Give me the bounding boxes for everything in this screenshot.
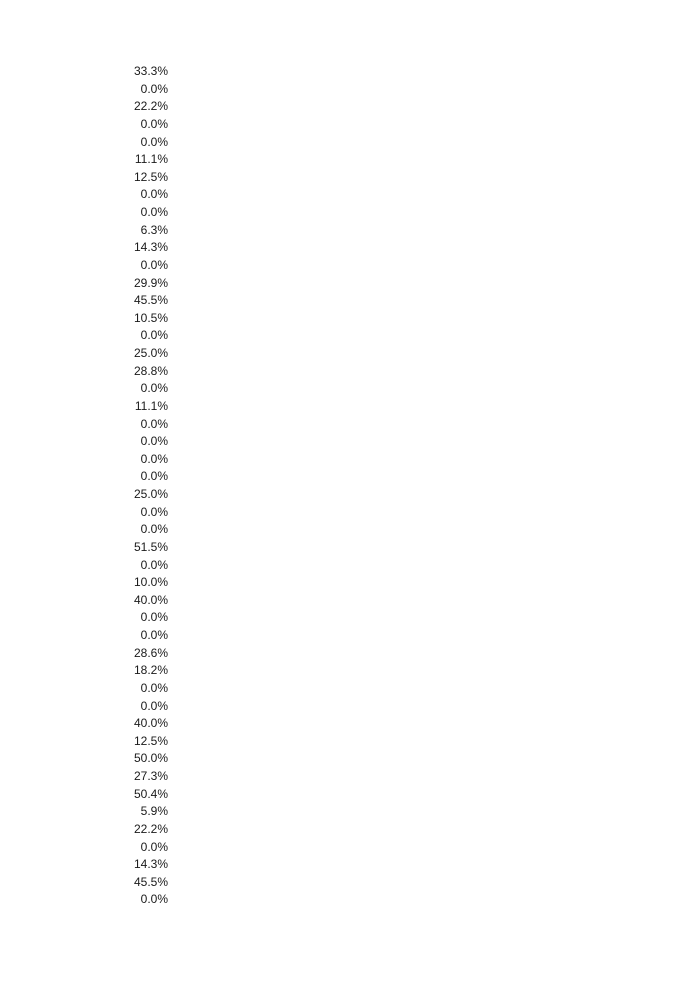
percentage-cell: 0.0% <box>140 698 168 713</box>
percentage-cell: 45.5% <box>133 293 168 308</box>
percentage-cell: 25.0% <box>133 346 168 360</box>
percentage-cell: 29.9% <box>133 275 168 290</box>
percentage-cell: 0.0% <box>140 257 168 272</box>
percentage-cell: 11.1% <box>134 398 168 413</box>
percentage-cell: 0.0% <box>140 187 168 202</box>
percentage-cell: 25.0% <box>133 487 168 501</box>
percentage-cell: 0.0% <box>140 522 168 537</box>
percentage-cell: 0.0% <box>140 81 168 96</box>
percentage-cell: 0.0% <box>140 205 168 219</box>
percentage-cell: 0.0% <box>140 381 168 396</box>
percentage-cell: 0.0% <box>140 892 168 907</box>
percentage-cell: 0.0% <box>140 469 168 484</box>
percentage-cell: 22.2% <box>133 99 168 114</box>
percentage-cell: 27.3% <box>133 769 168 783</box>
percentage-cell: 50.4% <box>133 786 168 801</box>
percentage-cell: 11.1% <box>134 152 168 167</box>
percentage-cell: 0.0% <box>140 628 168 642</box>
percentage-cell: 0.0% <box>140 416 168 431</box>
percentage-cell: 14.3% <box>133 240 168 255</box>
percentage-cell: 28.6% <box>133 645 168 660</box>
percentage-cell: 28.8% <box>133 363 168 378</box>
percentage-cell: 0.0% <box>140 134 168 149</box>
percentage-cell: 50.0% <box>133 751 168 766</box>
percentage-cell: 10.0% <box>133 575 168 590</box>
percentage-cell: 0.0% <box>140 557 168 572</box>
percentage-cell: 0.0% <box>140 434 168 449</box>
percentage-cell: 0.0% <box>140 504 168 519</box>
percentage-cell: 12.5% <box>133 733 168 748</box>
percentage-cell: 0.0% <box>140 116 168 131</box>
percentage-cell: 5.9% <box>140 804 168 819</box>
percentage-cell: 0.0% <box>140 451 168 466</box>
percentage-cell: 0.0% <box>140 839 168 854</box>
percentage-cell: 45.5% <box>133 874 168 889</box>
percentage-cell: 10.5% <box>133 310 168 325</box>
percentage-cell: 51.5% <box>133 539 168 554</box>
percentage-cell: 12.5% <box>133 169 168 184</box>
percentage-column: 33.3% 0.0% 22.2% 0.0% 0.0% 11.1% 12.5% 0.0% 0.0%… <box>110 63 168 909</box>
percentage-cell: 18.2% <box>133 663 168 678</box>
percentage-cell: 0.0% <box>140 680 168 695</box>
percentage-cell: 0.0% <box>140 610 168 625</box>
percentage-cell: 6.3% <box>140 222 168 237</box>
percentage-cell: 40.0% <box>133 592 168 607</box>
percentage-cell: 40.0% <box>133 716 168 731</box>
percentage-cell: 22.2% <box>133 821 168 836</box>
percentage-cell: 0.0% <box>140 328 168 343</box>
percentage-cell: 14.3% <box>133 857 168 872</box>
percentage-cell: 33.3% <box>133 64 168 78</box>
